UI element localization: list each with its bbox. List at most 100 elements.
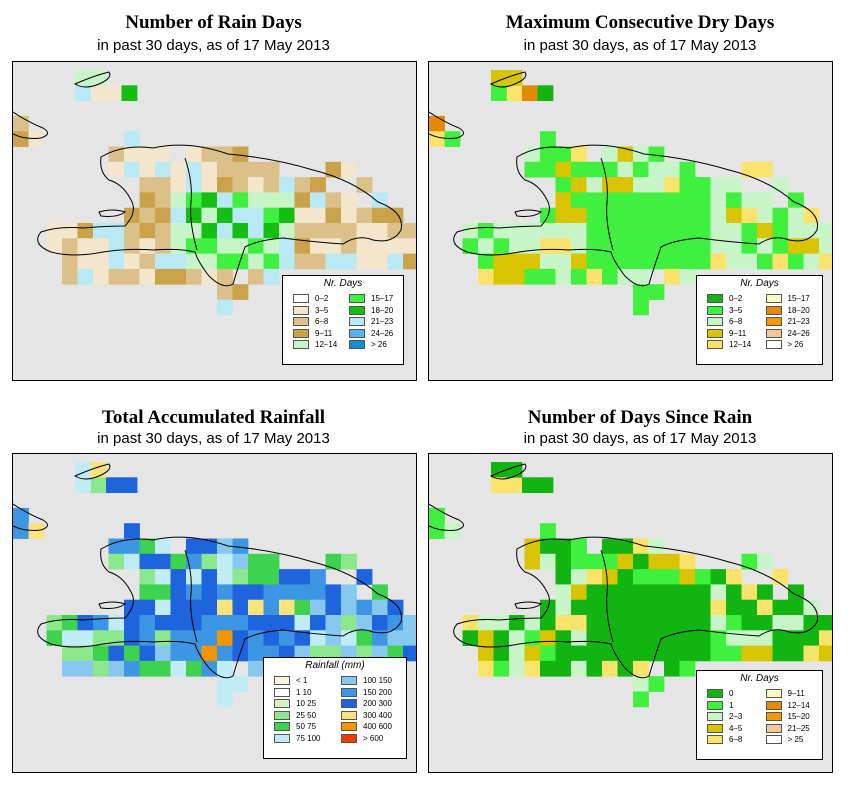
legend-label: > 26: [371, 340, 387, 349]
grid-cell: [695, 192, 711, 209]
grid-cell: [493, 630, 510, 646]
grid-cell: [232, 192, 249, 209]
grid-cell: [201, 238, 218, 254]
grid-cell: [139, 207, 156, 224]
grid-cell: [279, 253, 295, 270]
grid-cell: [679, 268, 696, 285]
grid-cell: [664, 253, 680, 270]
grid-cell: [186, 192, 202, 209]
grid-cell: [263, 630, 280, 646]
grid-cell: [664, 177, 680, 193]
grid-cell: [524, 253, 541, 270]
grid-cell: [279, 238, 295, 254]
grid-cell: [325, 207, 342, 224]
grid-cell: [522, 477, 538, 493]
grid-cell: [13, 131, 29, 147]
grid-cell: [648, 584, 665, 601]
grid-cell: [478, 660, 494, 677]
grid-cell: [232, 223, 249, 239]
grid-cell: [248, 660, 264, 677]
legend-label: 1: [729, 700, 734, 710]
grid-cell: [294, 615, 311, 631]
grid-cell: [633, 284, 649, 300]
grid-cell: [602, 192, 618, 209]
panel-title: Number of Days Since Rain: [527, 407, 753, 428]
grid-cell: [571, 161, 587, 178]
grid-cell: [633, 599, 649, 616]
country-border: [600, 157, 614, 251]
grid-cell: [695, 615, 711, 631]
grid-cell: [571, 630, 587, 646]
grid-cell: [201, 253, 218, 270]
grid-cell: [217, 691, 233, 708]
grid-cell: [679, 223, 696, 239]
grid-cell: [263, 223, 280, 239]
grid-cell: [403, 615, 416, 631]
grid-cell: [602, 238, 618, 254]
grid-cell: [155, 161, 171, 178]
grid-cell: [217, 207, 233, 224]
legend-swatch: [765, 689, 782, 698]
grid-cell: [524, 553, 541, 570]
coast-outline: [429, 503, 464, 531]
grid-cell: [279, 177, 295, 193]
grid-cell: [139, 584, 156, 601]
grid-cell: [478, 630, 494, 646]
grid-cell: [124, 253, 140, 270]
legend: Rainfall (mm) < 1 1 10 10 25 25 50 50 75 75 1…: [263, 657, 407, 759]
grid-cell: [372, 599, 388, 616]
grid-cell: [217, 253, 233, 270]
grid-cell: [664, 268, 680, 285]
grid-cell: [62, 253, 78, 270]
grid-cell: [679, 192, 696, 209]
grid-cell: [493, 223, 510, 239]
grid-cell: [617, 161, 634, 178]
legend-swatch: [293, 294, 309, 303]
grid-cell: [617, 192, 634, 209]
grid-cell: [429, 523, 445, 539]
grid-cell: [648, 177, 665, 193]
grid-cell: [788, 599, 804, 616]
grid-cell: [155, 238, 171, 254]
grid-cell: [524, 630, 541, 646]
grid-cell: [429, 507, 445, 524]
legend-label: > 26: [787, 340, 804, 349]
grid-cell: [124, 645, 140, 662]
grid-cell: [602, 161, 618, 178]
grid-cell: [555, 645, 572, 662]
grid-cell: [633, 268, 649, 285]
grid-cell: [648, 599, 665, 616]
grid-cell: [524, 223, 541, 239]
island-outline: [37, 144, 403, 287]
grid-cell: [509, 268, 525, 285]
grid-cell: [803, 599, 820, 616]
grid-cell: [186, 161, 202, 178]
grid-cell: [372, 630, 388, 646]
grid-cell: [372, 207, 388, 224]
grid-cell: [325, 192, 342, 209]
legend-swatch: [707, 305, 723, 315]
grid-cell: [741, 223, 758, 239]
grid-cell: [633, 177, 649, 193]
grid-cell: [772, 615, 789, 631]
grid-cell: [186, 660, 202, 677]
grid-cell: [106, 477, 122, 493]
grid-cell: [679, 553, 696, 570]
map-days-since-rain: [429, 462, 832, 708]
grid-cell: [155, 569, 171, 585]
grid-cell: [232, 538, 249, 555]
legend-label: 18–20: [371, 305, 394, 315]
grid-cell: [478, 253, 494, 270]
grid-cell: [819, 253, 832, 270]
grid-cell: [772, 599, 789, 616]
grid-cell: [294, 192, 311, 209]
grid-cell: [201, 192, 218, 209]
legend-swatch: [765, 328, 782, 338]
grid-cell: [555, 569, 572, 585]
grid-cell: [803, 615, 820, 631]
grid-cell: [170, 660, 187, 677]
grid-cell: [617, 630, 634, 646]
grid-cell: [648, 553, 665, 570]
grid-cell: [664, 660, 680, 677]
grid-cell: [372, 223, 388, 239]
